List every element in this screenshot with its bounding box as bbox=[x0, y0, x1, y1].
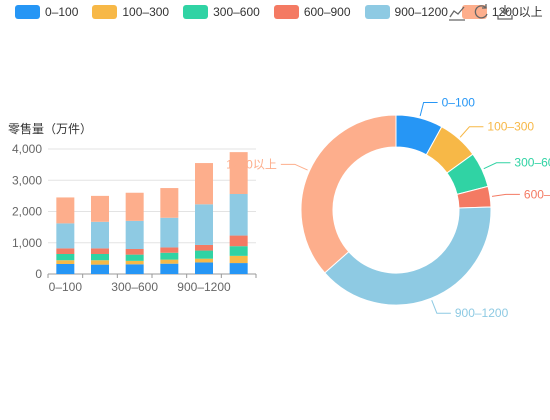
bar-segment[interactable] bbox=[125, 254, 144, 261]
bar-segment[interactable] bbox=[195, 250, 213, 259]
bar-segment[interactable] bbox=[56, 254, 75, 261]
bar-segment[interactable] bbox=[195, 258, 213, 263]
line-chart-icon[interactable] bbox=[448, 3, 466, 21]
pie-leader-line bbox=[419, 101, 438, 117]
bar-segment[interactable] bbox=[125, 192, 144, 221]
bar-segment[interactable] bbox=[91, 248, 109, 254]
pie-leader-line bbox=[459, 126, 484, 138]
bar-segment[interactable] bbox=[125, 260, 144, 265]
bar-segment[interactable] bbox=[229, 152, 248, 194]
pie-leader-line bbox=[280, 163, 308, 171]
legend-swatch bbox=[92, 4, 118, 19]
bar-segment[interactable] bbox=[160, 252, 179, 260]
bar-segment[interactable] bbox=[229, 255, 248, 264]
legend-item[interactable]: 900–1200 bbox=[364, 4, 448, 19]
pie-slice[interactable] bbox=[324, 206, 492, 306]
legend-swatch bbox=[15, 4, 40, 19]
bar-segment[interactable] bbox=[125, 264, 144, 274]
bar-segment[interactable] bbox=[91, 260, 109, 265]
pie-label: 100–300 bbox=[487, 120, 534, 134]
restore-icon[interactable] bbox=[472, 3, 490, 21]
bar-segment[interactable] bbox=[56, 223, 75, 249]
bar-segment[interactable] bbox=[229, 235, 248, 247]
bar-segment[interactable] bbox=[56, 260, 75, 264]
pie-slice[interactable] bbox=[300, 114, 397, 274]
bar-segment[interactable] bbox=[229, 194, 248, 236]
legend-swatch bbox=[461, 4, 487, 19]
bar-segment[interactable] bbox=[91, 195, 109, 222]
bar-segment[interactable] bbox=[160, 259, 179, 264]
legend-label: 600–900 bbox=[303, 4, 351, 19]
pie-leader-line bbox=[483, 162, 511, 170]
bar-segment[interactable] bbox=[195, 163, 213, 205]
save-image-icon[interactable] bbox=[496, 3, 514, 21]
y-tick-label: 2,000 bbox=[12, 205, 42, 219]
y-axis-title: 零售量（万件） bbox=[8, 121, 92, 136]
legend-swatch bbox=[183, 4, 209, 19]
chart-toolbox bbox=[448, 3, 520, 21]
bar-segment[interactable] bbox=[195, 262, 213, 274]
legend-item[interactable]: 0–100 bbox=[15, 4, 79, 19]
bar-segment[interactable] bbox=[160, 263, 179, 274]
x-tick-label: 0–100 bbox=[49, 280, 83, 294]
bar-segment[interactable] bbox=[195, 204, 213, 245]
pie-label: 600–900 bbox=[524, 187, 550, 201]
pie-leader-line bbox=[431, 300, 451, 314]
legend-label: 300–600 bbox=[213, 4, 260, 19]
legend-label: 0–100 bbox=[45, 4, 79, 19]
legend-item[interactable]: 600–900 bbox=[273, 4, 351, 19]
pie-label: 300–600 bbox=[514, 156, 550, 170]
pie-label: 0–100 bbox=[442, 95, 476, 109]
y-tick-label: 0 bbox=[35, 267, 42, 281]
bar-segment[interactable] bbox=[229, 246, 248, 256]
bar-segment[interactable] bbox=[160, 188, 179, 218]
legend-swatch bbox=[364, 4, 390, 19]
legend-label: 900–1200 bbox=[394, 4, 448, 19]
bar-segment[interactable] bbox=[56, 264, 75, 274]
bar-segment[interactable] bbox=[160, 247, 179, 253]
bar-segment[interactable] bbox=[91, 221, 109, 249]
x-tick-label: 300–600 bbox=[111, 280, 158, 294]
pie-label: 1200以上 bbox=[226, 157, 277, 171]
legend-label: 100–300 bbox=[122, 4, 170, 19]
y-tick-label: 1,000 bbox=[12, 236, 42, 250]
bar-segment[interactable] bbox=[56, 197, 75, 224]
bar-segment[interactable] bbox=[195, 244, 213, 251]
x-tick-label: 900–1200 bbox=[177, 280, 231, 294]
bar-segment[interactable] bbox=[125, 249, 144, 255]
pie-label: 900–1200 bbox=[455, 306, 509, 320]
bar-segment[interactable] bbox=[229, 263, 248, 274]
pie-leader-line bbox=[491, 193, 520, 197]
chart-legend: 0–100 100–300 300–600 600–900 900–1200 1200以上 bbox=[15, 3, 550, 20]
legend-item[interactable]: 300–600 bbox=[183, 4, 260, 19]
bar-segment[interactable] bbox=[91, 254, 109, 261]
bar-segment[interactable] bbox=[56, 248, 75, 254]
legend-swatch bbox=[273, 4, 299, 19]
legend-item[interactable]: 100–300 bbox=[92, 4, 170, 19]
bar-segment[interactable] bbox=[160, 217, 179, 248]
bar-segment[interactable] bbox=[125, 220, 144, 249]
y-tick-label: 4,000 bbox=[12, 142, 42, 156]
bar-segment[interactable] bbox=[91, 264, 109, 274]
y-tick-label: 3,000 bbox=[12, 173, 42, 187]
